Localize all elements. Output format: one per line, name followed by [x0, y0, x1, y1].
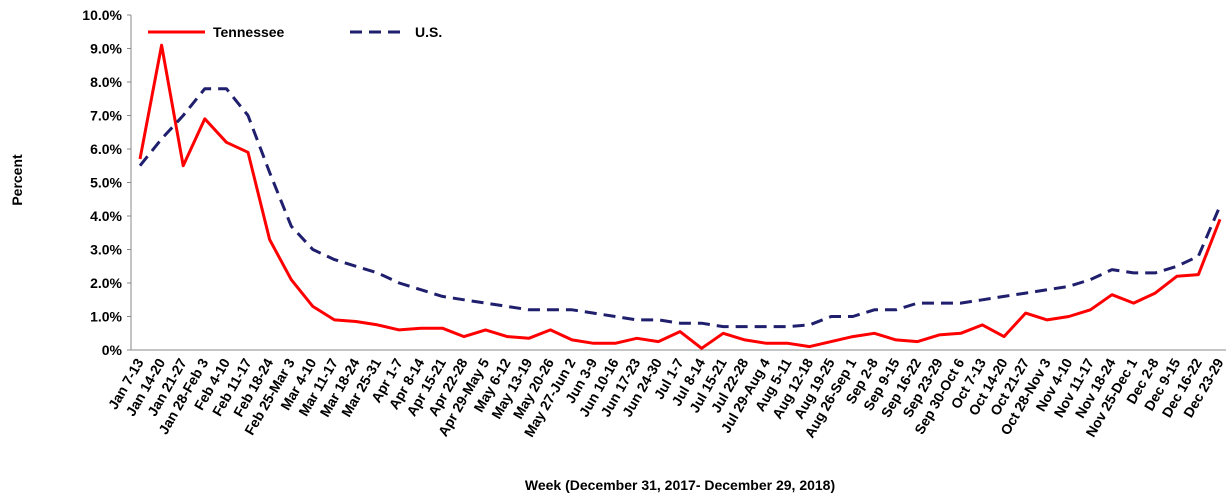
x-axis-label: Week (December 31, 2017- December 29, 20… [525, 477, 835, 493]
y-tick-label: 9.0% [90, 41, 122, 57]
y-tick-label: 3.0% [90, 242, 122, 258]
legend-label: Tennessee [213, 24, 285, 40]
y-tick-label: 1.0% [90, 309, 122, 325]
y-tick-label: 0% [102, 342, 123, 358]
y-tick-label: 4.0% [90, 208, 122, 224]
y-tick-label: 6.0% [90, 141, 122, 157]
y-axis-label: Percent [9, 154, 25, 206]
series-line [138, 43, 1222, 350]
y-tick-label: 8.0% [90, 74, 122, 90]
y-tick-label: 7.0% [90, 108, 122, 124]
series-line [138, 87, 1222, 329]
y-tick-label: 2.0% [90, 275, 122, 291]
y-tick-label: 10.0% [82, 7, 122, 23]
y-tick-label: 5.0% [90, 175, 122, 191]
legend-label: U.S. [415, 24, 442, 40]
